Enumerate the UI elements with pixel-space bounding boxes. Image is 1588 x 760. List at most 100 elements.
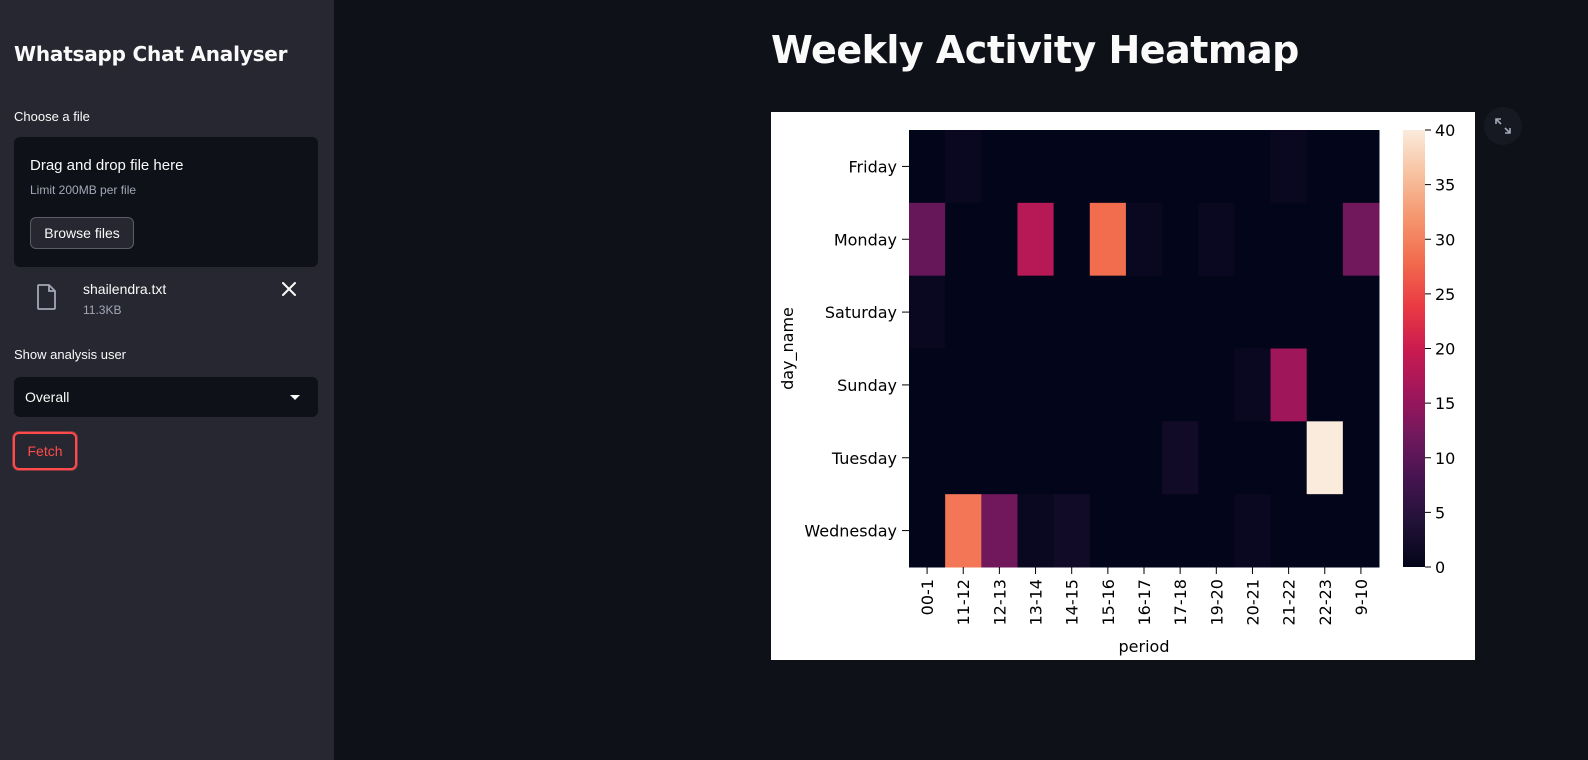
heatmap-cell xyxy=(1089,348,1127,422)
colorbar-tick-label: 5 xyxy=(1435,503,1445,522)
x-tick-label: 00-1 xyxy=(918,579,937,615)
heatmap-cell xyxy=(1125,275,1163,349)
heatmap-cell xyxy=(1234,130,1272,204)
fullscreen-icon[interactable] xyxy=(1484,107,1522,145)
page-title: Weekly Activity Heatmap xyxy=(771,28,1299,72)
colorbar-tick-label: 35 xyxy=(1435,176,1455,195)
heatmap-cell xyxy=(1017,130,1055,204)
heatmap-cell xyxy=(1306,348,1344,422)
heatmap-cell xyxy=(1089,275,1127,349)
x-tick-label: 22-23 xyxy=(1316,579,1335,626)
file-dropzone[interactable]: Drag and drop file here Limit 200MB per … xyxy=(14,137,318,267)
heatmap-cell xyxy=(981,494,1018,568)
heatmap-cell xyxy=(1234,348,1272,422)
file-name: shailendra.txt xyxy=(83,281,167,297)
heatmap-cell xyxy=(1306,130,1344,204)
heatmap-figure: Friday Monday Saturday Sunday Tuesday Wednesd… xyxy=(771,112,1475,660)
y-tick-label: Tuesday xyxy=(831,449,897,468)
uploaded-file: shailendra.txt 11.3KB xyxy=(14,272,318,322)
heatmap-cell xyxy=(1017,275,1055,349)
dropzone-limit: Limit 200MB per file xyxy=(30,183,137,197)
x-tick-label: 11-12 xyxy=(954,579,973,626)
colorbar-tick-label: 0 xyxy=(1435,558,1445,577)
colorbar-tick-label: 20 xyxy=(1435,340,1455,359)
heatmap-cell xyxy=(909,275,946,349)
heatmap-cell xyxy=(1089,494,1127,568)
heatmap-cell xyxy=(981,275,1018,349)
heatmap-cell xyxy=(1125,348,1163,422)
heatmap-cell xyxy=(981,130,1018,204)
file-size: 11.3KB xyxy=(83,303,122,317)
x-tick-label: 21-22 xyxy=(1280,579,1299,626)
y-tick-label: Wednesday xyxy=(804,522,897,541)
x-tick-label: 16-17 xyxy=(1135,579,1154,626)
heatmap-cell xyxy=(909,494,946,568)
x-tick-label: 14-15 xyxy=(1063,579,1082,626)
y-axis-label: day_name xyxy=(778,307,798,390)
heatmap-cell xyxy=(1270,494,1308,568)
user-select[interactable]: Overall xyxy=(14,377,318,417)
heatmap-cell xyxy=(1162,494,1199,568)
x-tick-label: 13-14 xyxy=(1027,579,1046,626)
heatmap-cell xyxy=(1053,494,1091,568)
y-tick-label: Friday xyxy=(849,157,898,176)
browse-files-button[interactable]: Browse files xyxy=(30,217,134,249)
heatmap-cell xyxy=(1198,421,1235,495)
app-title: Whatsapp Chat Analyser xyxy=(14,42,288,66)
heatmap-cell xyxy=(1162,202,1199,277)
heatmap-cell xyxy=(909,348,946,422)
heatmap-cell xyxy=(1342,421,1380,495)
heatmap-cell xyxy=(945,348,982,422)
fetch-button[interactable]: Fetch xyxy=(13,432,77,470)
heatmap-cell xyxy=(1234,275,1272,349)
heatmap-cell xyxy=(945,202,982,277)
heatmap-cell xyxy=(1125,130,1163,204)
heatmap-cell xyxy=(1342,494,1380,568)
heatmap-cell xyxy=(1306,202,1344,277)
heatmap-cell xyxy=(1306,494,1344,568)
x-tick-label: 20-21 xyxy=(1243,579,1262,626)
heatmap-cell xyxy=(1053,421,1091,495)
file-uploader-label: Choose a file xyxy=(14,109,90,124)
x-tick-label: 19-20 xyxy=(1207,579,1226,626)
heatmap-cell xyxy=(1270,275,1308,349)
heatmap-cell xyxy=(1234,494,1272,568)
heatmap-cell xyxy=(1198,202,1235,277)
sidebar: Whatsapp Chat Analyser Choose a file Dra… xyxy=(0,0,334,760)
y-tick-label: Saturday xyxy=(825,303,897,322)
heatmap-cell xyxy=(1089,130,1127,204)
heatmap-cell xyxy=(945,130,982,204)
colorbar-tick-label: 25 xyxy=(1435,285,1455,304)
heatmap-cell xyxy=(909,202,946,277)
heatmap-cell xyxy=(981,348,1018,422)
heatmap-cell xyxy=(1306,421,1344,495)
heatmap-cell xyxy=(981,421,1018,495)
heatmap-cell xyxy=(1053,202,1091,277)
heatmap-cell xyxy=(1270,130,1308,204)
file-icon xyxy=(36,284,58,315)
heatmap-cell xyxy=(1342,202,1380,277)
heatmap-cell xyxy=(1017,348,1055,422)
heatmap-cell xyxy=(1162,130,1199,204)
heatmap-cell xyxy=(1017,494,1055,568)
heatmap-cell xyxy=(1017,202,1055,277)
heatmap-cell xyxy=(1162,348,1199,422)
colorbar-tick-label: 10 xyxy=(1435,449,1455,468)
heatmap-cell xyxy=(1342,275,1380,349)
chevron-down-icon xyxy=(290,395,300,400)
heatmap-cell xyxy=(1198,348,1235,422)
heatmap-cell xyxy=(909,421,946,495)
user-select-value: Overall xyxy=(25,389,70,405)
close-icon[interactable] xyxy=(282,280,296,301)
heatmap-cell xyxy=(1198,130,1235,204)
y-tick-label: Monday xyxy=(834,230,897,249)
x-tick-label: 15-16 xyxy=(1099,579,1118,626)
heatmap-cell xyxy=(1053,130,1091,204)
x-tick-label: 12-13 xyxy=(990,579,1009,626)
heatmap-cell xyxy=(909,130,946,204)
heatmap-cell xyxy=(1306,275,1344,349)
user-select-label: Show analysis user xyxy=(14,347,126,362)
colorbar xyxy=(1403,130,1425,567)
heatmap-cell xyxy=(1053,348,1091,422)
colorbar-tick-label: 40 xyxy=(1435,121,1455,140)
